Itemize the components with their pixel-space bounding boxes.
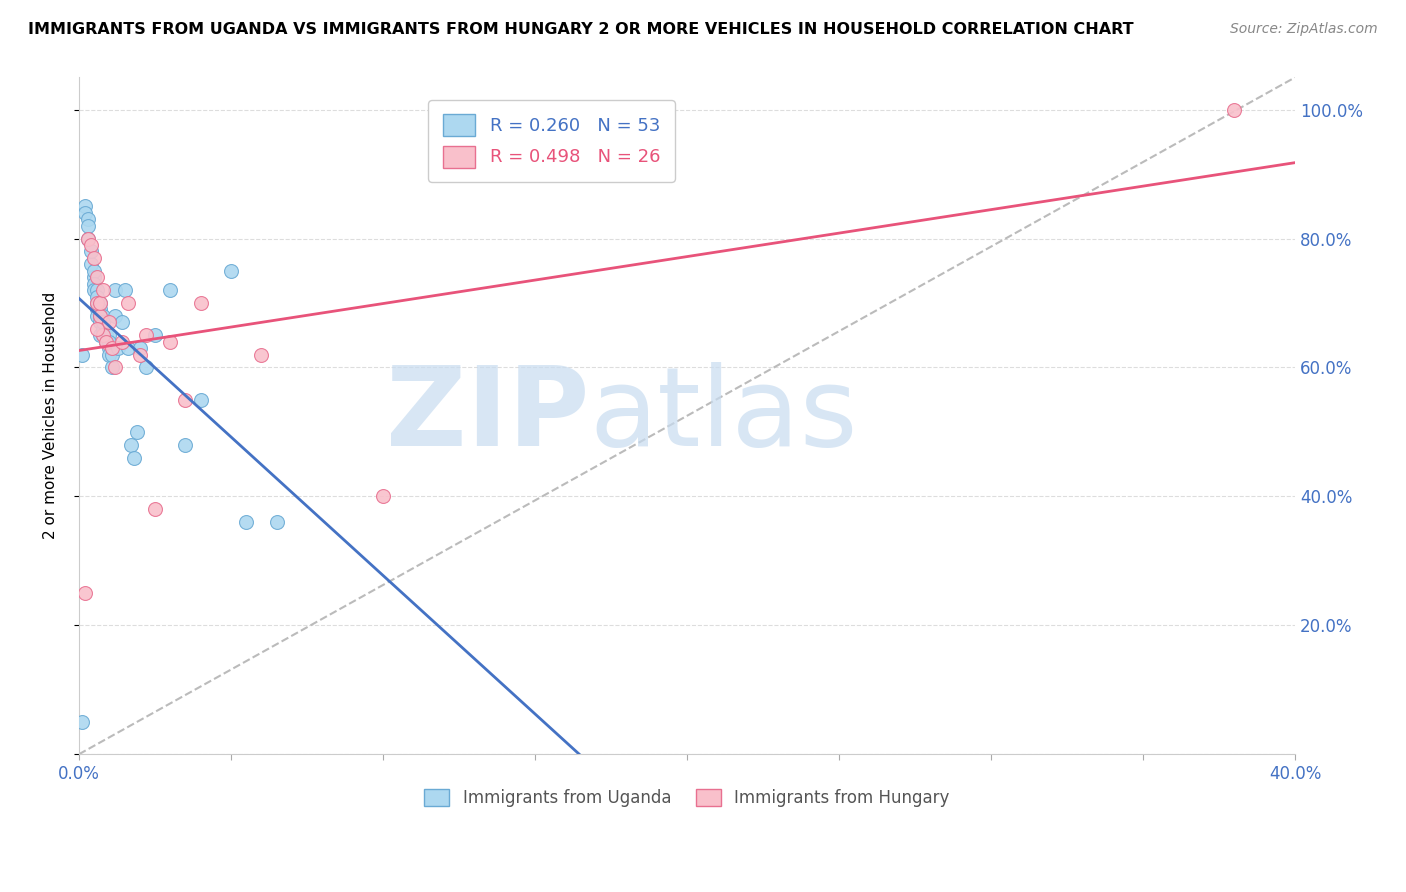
Point	[122, 450, 145, 465]
Point	[135, 328, 157, 343]
Point	[117, 296, 139, 310]
Point	[104, 283, 127, 297]
Point	[91, 315, 114, 329]
Point	[104, 309, 127, 323]
Point	[96, 334, 118, 349]
Point	[77, 231, 100, 245]
Point	[86, 296, 108, 310]
Point	[190, 392, 212, 407]
Point	[91, 283, 114, 297]
Point	[190, 296, 212, 310]
Point	[96, 328, 118, 343]
Point	[70, 714, 93, 729]
Point	[98, 328, 121, 343]
Point	[1223, 103, 1246, 117]
Point	[96, 334, 118, 349]
Point	[235, 515, 257, 529]
Point	[250, 348, 273, 362]
Point	[77, 219, 100, 233]
Legend: Immigrants from Uganda, Immigrants from Hungary: Immigrants from Uganda, Immigrants from …	[418, 782, 956, 814]
Point	[77, 231, 100, 245]
Point	[91, 309, 114, 323]
Point	[101, 341, 124, 355]
Point	[89, 315, 111, 329]
Point	[143, 328, 166, 343]
Point	[86, 270, 108, 285]
Point	[101, 360, 124, 375]
Point	[120, 438, 142, 452]
Point	[117, 341, 139, 355]
Point	[110, 315, 132, 329]
Point	[371, 489, 394, 503]
Point	[83, 270, 105, 285]
Point	[98, 341, 121, 355]
Point	[70, 348, 93, 362]
Point	[128, 341, 150, 355]
Point	[143, 502, 166, 516]
Point	[80, 238, 103, 252]
Point	[98, 315, 121, 329]
Point	[89, 296, 111, 310]
Text: ZIP: ZIP	[387, 362, 589, 469]
Point	[89, 296, 111, 310]
Point	[86, 289, 108, 303]
Point	[89, 309, 111, 323]
Point	[114, 283, 136, 297]
Point	[80, 244, 103, 259]
Point	[219, 264, 242, 278]
Point	[86, 296, 108, 310]
Point	[101, 348, 124, 362]
Y-axis label: 2 or more Vehicles in Household: 2 or more Vehicles in Household	[44, 293, 58, 540]
Point	[135, 360, 157, 375]
Point	[89, 302, 111, 317]
Point	[91, 322, 114, 336]
Point	[83, 277, 105, 291]
Point	[98, 334, 121, 349]
Point	[159, 334, 181, 349]
Point	[86, 302, 108, 317]
Text: Source: ZipAtlas.com: Source: ZipAtlas.com	[1230, 22, 1378, 37]
Point	[83, 264, 105, 278]
Point	[104, 360, 127, 375]
Point	[73, 586, 96, 600]
Point	[174, 438, 197, 452]
Text: IMMIGRANTS FROM UGANDA VS IMMIGRANTS FROM HUNGARY 2 OR MORE VEHICLES IN HOUSEHOL: IMMIGRANTS FROM UGANDA VS IMMIGRANTS FRO…	[28, 22, 1133, 37]
Point	[91, 328, 114, 343]
Point	[98, 348, 121, 362]
Point	[86, 309, 108, 323]
Point	[107, 341, 129, 355]
Point	[83, 283, 105, 297]
Point	[77, 212, 100, 227]
Point	[125, 425, 148, 439]
Point	[73, 199, 96, 213]
Text: atlas: atlas	[589, 362, 858, 469]
Point	[174, 392, 197, 407]
Point	[86, 283, 108, 297]
Point	[89, 309, 111, 323]
Point	[80, 257, 103, 271]
Point	[83, 251, 105, 265]
Point	[73, 206, 96, 220]
Point	[89, 328, 111, 343]
Point	[86, 322, 108, 336]
Point	[159, 283, 181, 297]
Point	[91, 328, 114, 343]
Point	[110, 334, 132, 349]
Point	[128, 348, 150, 362]
Point	[266, 515, 288, 529]
